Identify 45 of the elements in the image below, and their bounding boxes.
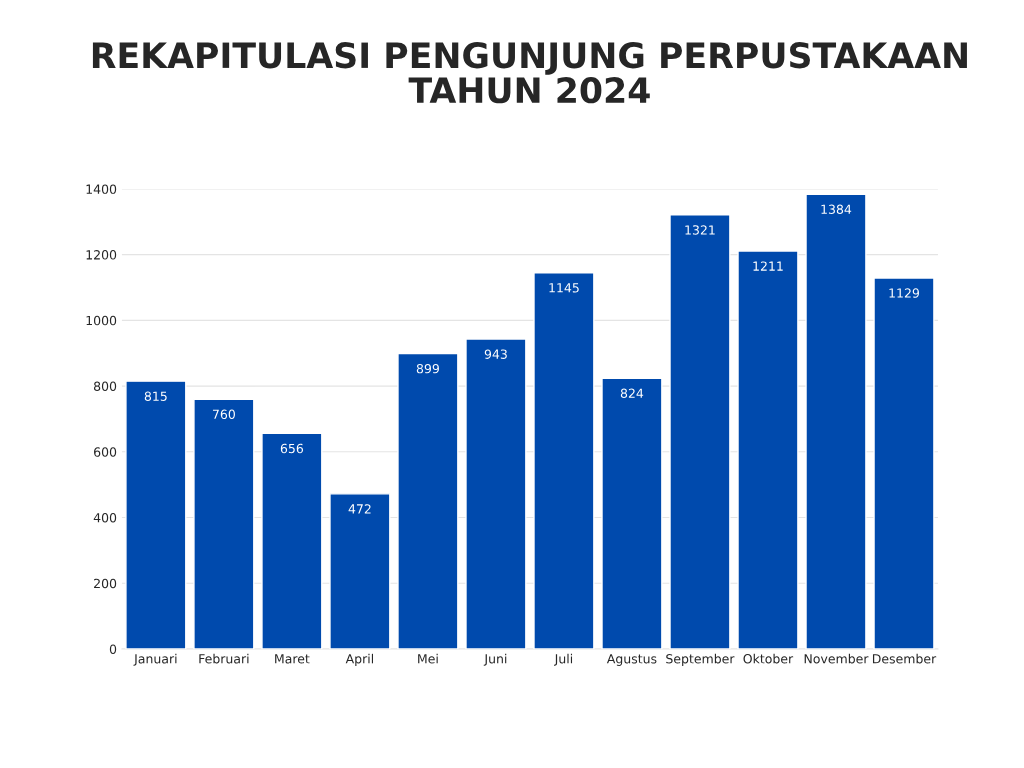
data-label: 1384 (821, 204, 852, 214)
y-tick-label: 800 (93, 381, 117, 392)
bar (873, 277, 935, 649)
data-label: 656 (280, 443, 304, 454)
x-tick-label: Mei (418, 653, 438, 664)
data-label: 760 (212, 409, 235, 420)
x-tick-label: April (345, 653, 374, 666)
data-label: 943 (484, 349, 507, 359)
data-label: 899 (416, 363, 439, 374)
x-tick-label: Desember (872, 653, 937, 664)
y-tick-label: 400 (93, 512, 117, 523)
data-label: 472 (348, 504, 371, 514)
bar (329, 493, 391, 649)
data-label: 824 (620, 388, 644, 398)
data-label: 1211 (753, 261, 783, 271)
data-label: 1129 (889, 288, 920, 298)
chart-title: REKAPITULASI PENGUNJUNG PERPUSTAKAAN TAHUN 2024 (92, 42, 967, 104)
data-label: 1145 (549, 283, 579, 293)
data-label: 815 (144, 391, 167, 401)
x-tick-label: Maret (275, 654, 310, 664)
y-tick-label: 1400 (86, 184, 117, 194)
bar (397, 352, 459, 649)
bar (193, 398, 255, 649)
x-tick-label: Agustus (606, 654, 657, 666)
y-tick-label: 0 (109, 644, 117, 654)
bar (669, 214, 731, 649)
x-tick-label: September (666, 653, 735, 666)
bar (465, 338, 527, 649)
x-tick-label: Februari (199, 653, 249, 664)
y-tick-label: 1200 (86, 250, 117, 260)
y-tick-label: 200 (94, 578, 117, 589)
bar (533, 272, 595, 649)
x-tick-label: Oktober (743, 653, 794, 664)
x-tick-label: Juli (554, 653, 573, 666)
data-label: 1321 (685, 225, 715, 235)
bar (805, 193, 867, 649)
x-tick-label: November (804, 653, 869, 664)
y-tick-label: 600 (94, 447, 117, 457)
x-tick-label: Januari (133, 653, 177, 666)
bar (737, 250, 799, 649)
x-tick-label: Juni (483, 653, 507, 666)
y-tick-label: 1000 (86, 315, 117, 326)
bar (125, 380, 187, 649)
bar (261, 432, 323, 649)
bar (601, 377, 663, 649)
